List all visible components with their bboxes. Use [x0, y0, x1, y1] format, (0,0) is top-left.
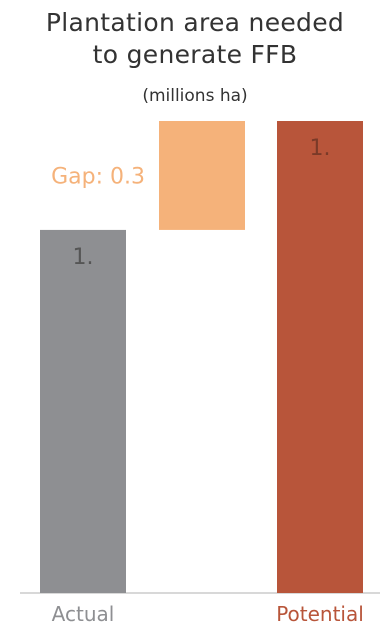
bar-gap — [159, 121, 245, 230]
chart-title-line-1: Plantation area needed — [45, 8, 345, 37]
value-label-potential: 1. — [310, 136, 331, 161]
gap-label: Gap: 0.3 — [51, 164, 145, 189]
category-label-potential: Potential — [276, 602, 364, 626]
bar-actual — [40, 229, 126, 593]
category-label-actual: Actual — [52, 602, 115, 626]
value-label-actual: 1. — [73, 245, 94, 270]
chart-title-line-2: to generate FFB — [92, 40, 298, 69]
chart-subtitle: (millions ha) — [142, 86, 248, 106]
bar-potential — [277, 121, 363, 593]
